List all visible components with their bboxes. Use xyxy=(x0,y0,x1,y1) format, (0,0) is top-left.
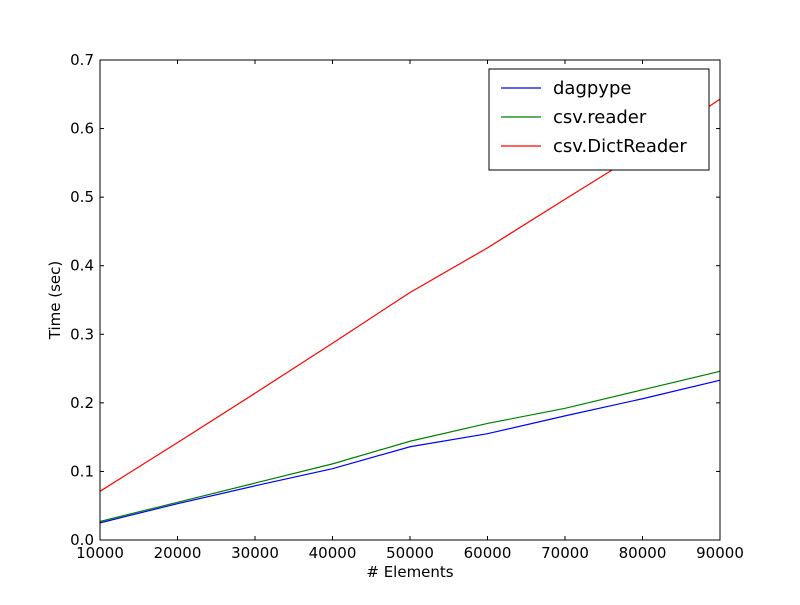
x-tick-label: 80000 xyxy=(619,544,667,562)
series-line-1 xyxy=(99,370,721,523)
y-tick-label: 0.7 xyxy=(70,51,94,69)
x-tick-label: 20000 xyxy=(154,544,202,562)
x-tick-label: 30000 xyxy=(231,544,279,562)
y-tick-label: 0.0 xyxy=(70,531,94,549)
x-tick-label: 90000 xyxy=(696,544,744,562)
y-tick-label: 0.4 xyxy=(70,257,94,275)
legend-label-0: dagpype xyxy=(553,78,631,99)
legend-box xyxy=(488,68,710,171)
legend-label-2: csv.DictReader xyxy=(553,136,687,157)
y-tick-label: 0.6 xyxy=(70,120,94,138)
x-tick-label: 10000 xyxy=(76,544,124,562)
x-axis-title: # Elements xyxy=(366,563,453,581)
legend-label-1: csv.reader xyxy=(553,107,647,128)
x-tick-label: 70000 xyxy=(541,544,589,562)
x-tick-label: 50000 xyxy=(386,544,434,562)
x-tick-label: 60000 xyxy=(464,544,512,562)
y-axis-title: Time (sec) xyxy=(46,261,64,340)
y-tick-label: 0.3 xyxy=(70,325,94,343)
y-tick-label: 0.2 xyxy=(70,394,94,412)
tick-layer: 10000 20000 30000 40000 50000 60000 70000 80000… xyxy=(70,51,744,562)
series-line-0 xyxy=(99,379,721,524)
legend: dagpype csv.reader csv.DictReader xyxy=(488,68,710,171)
y-tick-label: 0.5 xyxy=(70,188,94,206)
x-tick-label: 40000 xyxy=(309,544,357,562)
y-tick-label: 0.1 xyxy=(70,462,94,480)
